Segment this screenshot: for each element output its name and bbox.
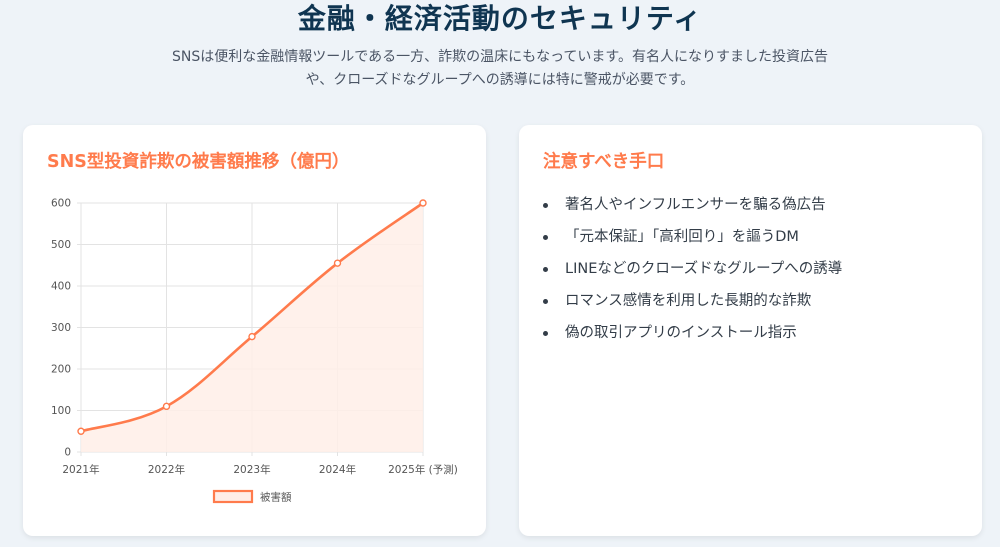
tactic-item-text: LINEなどのクローズドなグループへの誘導 bbox=[565, 261, 843, 277]
bullet-dot-icon bbox=[543, 203, 548, 208]
tactic-item-text: 著名人やインフルエンサーを騙る偽広告 bbox=[565, 197, 826, 213]
bullet-dot-icon bbox=[543, 299, 548, 304]
data-point bbox=[333, 259, 342, 267]
tactics-card: 注意すべき手口 著名人やインフルエンサーを騙る偽広告 「元本保証」「高利回り」を… bbox=[519, 125, 982, 536]
y-tick-label: 300 bbox=[51, 322, 71, 334]
y-tick-label: 400 bbox=[51, 281, 71, 293]
x-tick-label: 2025年 (予測) bbox=[388, 463, 458, 476]
tactic-item: ロマンス感情を利用した長期的な詐欺 bbox=[543, 289, 842, 321]
chart-card-title: SNS型投資詐欺の被害額推移（億円） bbox=[47, 152, 350, 172]
subtitle-line-2: や、クローズドなグループへの誘導には特に警戒が必要です。 bbox=[305, 72, 695, 88]
chart-card: SNS型投資詐欺の被害額推移（億円） 0 100 200 300 400 500 600 20… bbox=[23, 125, 486, 536]
tactic-item-text: 「元本保証」「高利回り」を謳うDM bbox=[565, 229, 799, 245]
x-tick-label: 2023年 bbox=[233, 463, 270, 476]
data-point bbox=[162, 402, 171, 411]
tactics-list: 著名人やインフルエンサーを騙る偽広告 「元本保証」「高利回り」を謳うDM LIN… bbox=[543, 193, 842, 353]
y-tick-label: 0 bbox=[64, 447, 71, 459]
tactic-item: LINEなどのクローズドなグループへの誘導 bbox=[543, 257, 842, 289]
x-tick-label: 2022年 bbox=[148, 463, 185, 476]
legend-swatch bbox=[212, 489, 254, 504]
y-tick-label: 600 bbox=[51, 198, 71, 210]
legend-label: 被害額 bbox=[260, 491, 292, 504]
tactic-item: 著名人やインフルエンサーを騙る偽広告 bbox=[543, 193, 842, 225]
data-point bbox=[77, 427, 85, 435]
tactics-card-title: 注意すべき手口 bbox=[543, 152, 665, 172]
tactic-item-text: ロマンス感情を利用した長期的な詐欺 bbox=[565, 293, 812, 309]
page-title: 金融・経済活動のセキュリティ bbox=[297, 2, 703, 35]
y-tick-label: 100 bbox=[51, 405, 71, 417]
subtitle-line-1: SNSは便利な金融情報ツールである一方、詐欺の温床にもなっています。有名人になり… bbox=[171, 49, 828, 65]
tactic-item: 偽の取引アプリのインストール指示 bbox=[543, 321, 842, 353]
y-tick-label: 500 bbox=[51, 239, 71, 251]
bullet-dot-icon bbox=[543, 331, 548, 336]
x-tick-label: 2024年 bbox=[319, 463, 356, 476]
y-tick-label: 200 bbox=[51, 364, 71, 376]
page-subtitle: SNSは便利な金融情報ツールである一方、詐欺の温床にもなっています。有名人になり… bbox=[90, 46, 910, 92]
data-point bbox=[419, 199, 427, 207]
tactic-item: 「元本保証」「高利回り」を謳うDM bbox=[543, 225, 842, 257]
bullet-dot-icon bbox=[543, 235, 548, 240]
data-point bbox=[248, 332, 256, 341]
x-tick-label: 2021年 bbox=[62, 463, 99, 476]
tactic-item-text: 偽の取引アプリのインストール指示 bbox=[565, 325, 797, 341]
bullet-dot-icon bbox=[543, 267, 548, 272]
damage-trend-chart: 0 100 200 300 400 500 600 2021年 2022年 2023年 2024年 2… bbox=[51, 198, 458, 504]
